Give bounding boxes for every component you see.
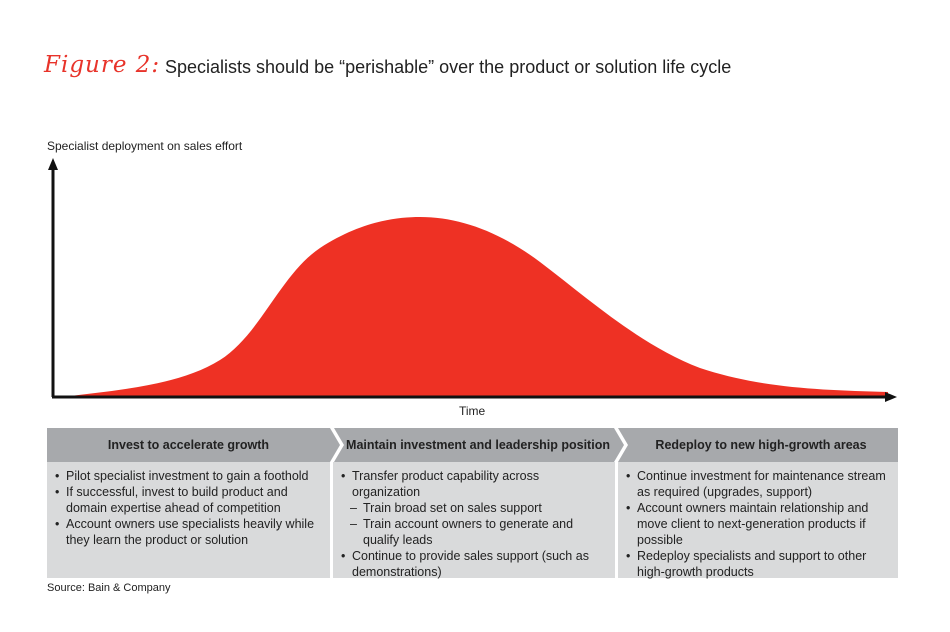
- phase-1-title: Invest to accelerate growth: [107, 438, 270, 452]
- phase-header-3-bg: [618, 428, 898, 462]
- list-item: Account owners use specialists heavily w…: [55, 516, 322, 548]
- phase-3-title: Redeploy to new high-growth areas: [655, 438, 867, 452]
- x-axis-arrow-icon: [885, 392, 897, 402]
- list-subitem: Train broad set on sales support: [341, 500, 607, 516]
- phase-1-body: Pilot specialist investment to gain a fo…: [47, 462, 330, 578]
- list-item: Transfer product capability across organ…: [341, 468, 607, 500]
- figure-label: Figure 2:: [44, 52, 161, 78]
- phase-2-body: Transfer product capability across organ…: [333, 462, 615, 580]
- phase-3-body: Continue investment for maintenance stre…: [618, 462, 898, 580]
- list-item: Continue investment for maintenance stre…: [626, 468, 890, 500]
- phase-header-2-bg: [334, 428, 624, 462]
- phase-2-title: Maintain investment and leadership posit…: [346, 438, 610, 452]
- phase-header-1-bg: [47, 428, 340, 462]
- y-axis-label: Specialist deployment on sales effort: [47, 139, 243, 153]
- x-axis-label: Time: [459, 404, 486, 418]
- deployment-curve: [62, 217, 888, 397]
- list-item: Continue to provide sales support (such …: [341, 548, 607, 580]
- source-note: Source: Bain & Company: [47, 582, 171, 594]
- list-item: If successful, invest to build product a…: [55, 484, 322, 516]
- figure-title: Specialists should be “perishable” over …: [165, 57, 732, 77]
- list-item: Pilot specialist investment to gain a fo…: [55, 468, 322, 484]
- y-axis-arrow-icon: [48, 158, 58, 170]
- list-item: Redeploy specialists and support to othe…: [626, 548, 890, 580]
- list-item: Account owners maintain relationship and…: [626, 500, 890, 548]
- list-subitem: Train account owners to generate and qua…: [341, 516, 607, 548]
